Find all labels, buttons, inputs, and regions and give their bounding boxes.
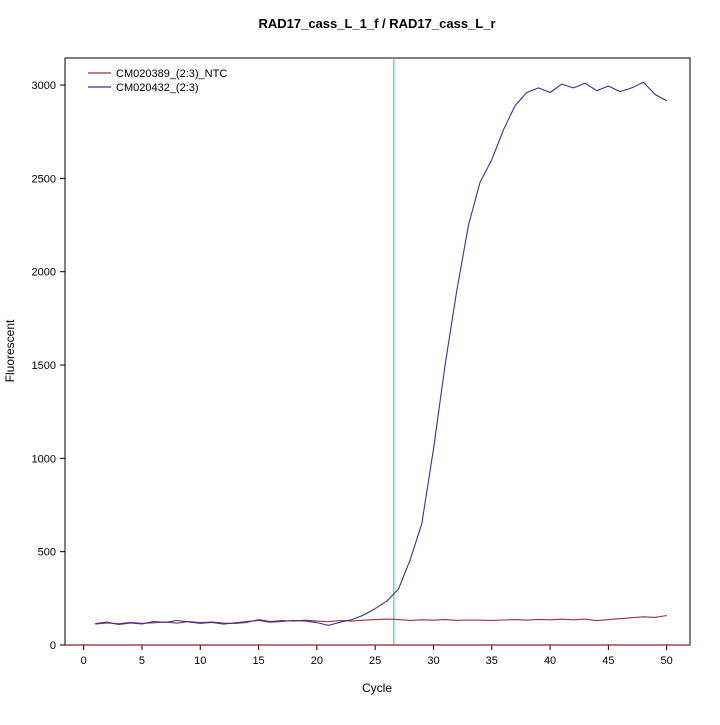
plot-box xyxy=(64,57,691,646)
x-tick-label: 45 xyxy=(602,655,614,667)
plot-area: 0 5 10 15 20 25 30 35 40 45 5005001000150020002500… xyxy=(32,57,691,667)
x-tick-label: 10 xyxy=(194,655,206,667)
chart-title: RAD17_cass_L_1_f / RAD17_cass_L_r xyxy=(258,16,495,31)
y-tick-label: 2000 xyxy=(32,267,56,279)
legend-label-0: CM020389_(2:3)_NTC xyxy=(116,68,227,80)
y-tick-label: 3000 xyxy=(32,80,56,92)
series-line-0 xyxy=(95,614,667,625)
x-tick-label: 40 xyxy=(544,655,556,667)
y-tick-label: 0 xyxy=(50,640,56,652)
x-tick-label: 5 xyxy=(139,655,145,667)
x-tick-label: 50 xyxy=(661,655,673,667)
x-tick-label: 20 xyxy=(311,655,323,667)
x-tick-label: 15 xyxy=(252,655,264,667)
series-line-1 xyxy=(95,81,667,626)
x-tick-label: 35 xyxy=(486,655,498,667)
y-tick-label: 1000 xyxy=(32,453,56,465)
x-tick-label: 25 xyxy=(369,655,381,667)
x-tick-label: 0 xyxy=(81,655,87,667)
legend-label-1: CM020432_(2:3) xyxy=(116,82,199,94)
y-tick-label: 2500 xyxy=(32,173,56,185)
y-tick-label: 1500 xyxy=(32,360,56,372)
y-axis-label: Fluorescent xyxy=(3,319,17,382)
y-tick-label: 500 xyxy=(38,547,56,559)
x-tick-label: 30 xyxy=(427,655,439,667)
x-axis-label: Cycle xyxy=(362,681,392,695)
